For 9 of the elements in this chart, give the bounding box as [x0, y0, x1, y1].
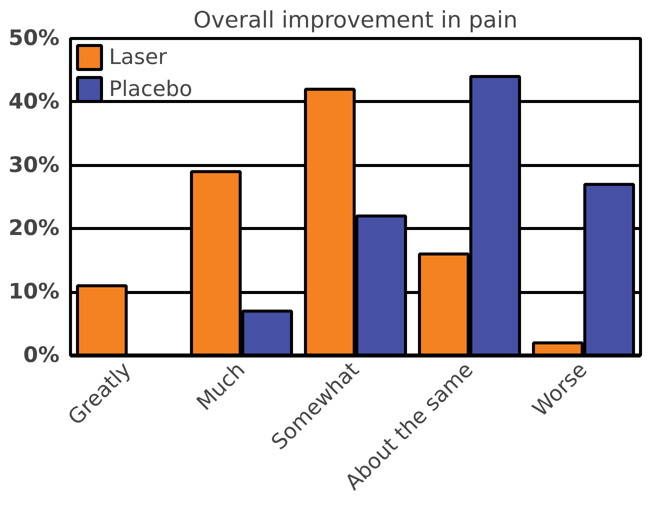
chart-title: Overall improvement in pain — [193, 8, 518, 34]
y-tick-label: 0% — [23, 343, 60, 368]
y-tick-label: 30% — [8, 152, 60, 178]
legend-label: Laser — [109, 44, 167, 70]
y-tick-label: 10% — [8, 280, 60, 305]
y-tick-label: 50% — [8, 26, 60, 51]
y-tick-label: 20% — [8, 216, 60, 242]
legend-label: Placebo — [109, 76, 192, 102]
y-tick-label: 40% — [8, 89, 60, 114]
